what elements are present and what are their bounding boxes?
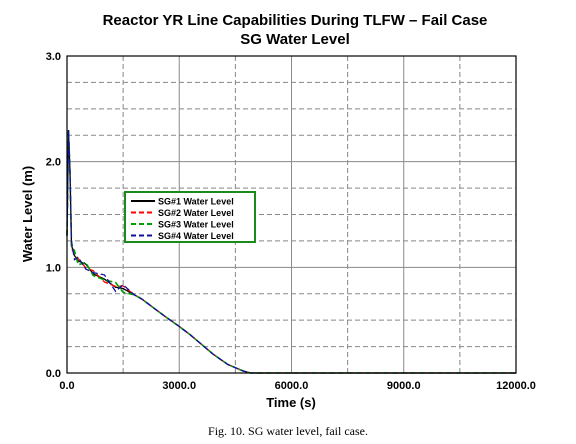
y-tick-label: 0.0 [46, 368, 61, 380]
x-tick-label: 3000.0 [162, 380, 196, 392]
series-line-4 [66, 129, 516, 374]
x-tick-label: 9000.0 [387, 380, 421, 392]
chart-title: Reactor YR Line Capabilities During TLFW… [103, 12, 488, 29]
x-tick-label: 0.0 [59, 380, 74, 392]
y-tick-label: 3.0 [46, 51, 61, 63]
chart-subtitle: SG Water Level [240, 31, 349, 48]
y-tick-label: 2.0 [46, 157, 61, 169]
sg-water-level-chart: Reactor YR Line Capabilities During TLFW… [20, 12, 536, 410]
plot-frame [66, 55, 517, 374]
x-tick-label: 12000.0 [496, 380, 536, 392]
legend-label-4: SG#4 Water Level [158, 231, 234, 241]
legend-label-2: SG#2 Water Level [158, 208, 234, 218]
y-tick-label: 1.0 [46, 262, 61, 274]
x-tick-label: 6000.0 [275, 380, 309, 392]
x-axis-label: Time (s) [266, 395, 316, 410]
legend-label-1: SG#1 Water Level [158, 197, 234, 207]
grid-lines [67, 56, 516, 373]
legend-label-3: SG#3 Water Level [158, 220, 234, 230]
y-axis-label: Water Level (m) [20, 166, 35, 262]
plot-series [66, 129, 516, 374]
tick-labels: 0.0 3000.0 6000.0 9000.0 12000.0 0.0 1.0 2.0 3.0 [46, 51, 536, 392]
figure-caption: Fig. 10. SG water level, fail case. [208, 424, 368, 438]
